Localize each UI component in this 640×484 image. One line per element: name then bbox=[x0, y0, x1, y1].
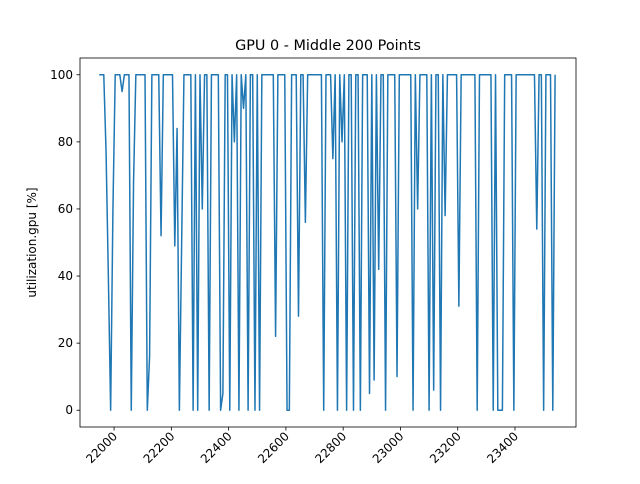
y-tick-label: 20 bbox=[58, 336, 73, 350]
y-axis-label: utilization.gpu [%] bbox=[25, 187, 39, 297]
x-tick-label: 22800 bbox=[312, 429, 349, 466]
chart-title: GPU 0 - Middle 200 Points bbox=[235, 38, 421, 54]
data-line bbox=[99, 74, 556, 411]
y-tick-label: 80 bbox=[58, 135, 73, 149]
x-tick-label: 22000 bbox=[83, 429, 120, 466]
x-tick-label: 22600 bbox=[255, 429, 292, 466]
y-tick-label: 60 bbox=[58, 202, 73, 216]
y-tick-label: 0 bbox=[65, 403, 73, 417]
x-tick-label: 23400 bbox=[484, 429, 521, 466]
x-tick-label: 22400 bbox=[198, 429, 235, 466]
x-tick-label: 22200 bbox=[141, 429, 178, 466]
x-tick-label: 23200 bbox=[427, 429, 464, 466]
x-tick-label: 23000 bbox=[370, 429, 407, 466]
axes-frame bbox=[79, 57, 577, 428]
y-tick-label: 100 bbox=[50, 68, 73, 82]
y-tick-label: 40 bbox=[58, 269, 73, 283]
